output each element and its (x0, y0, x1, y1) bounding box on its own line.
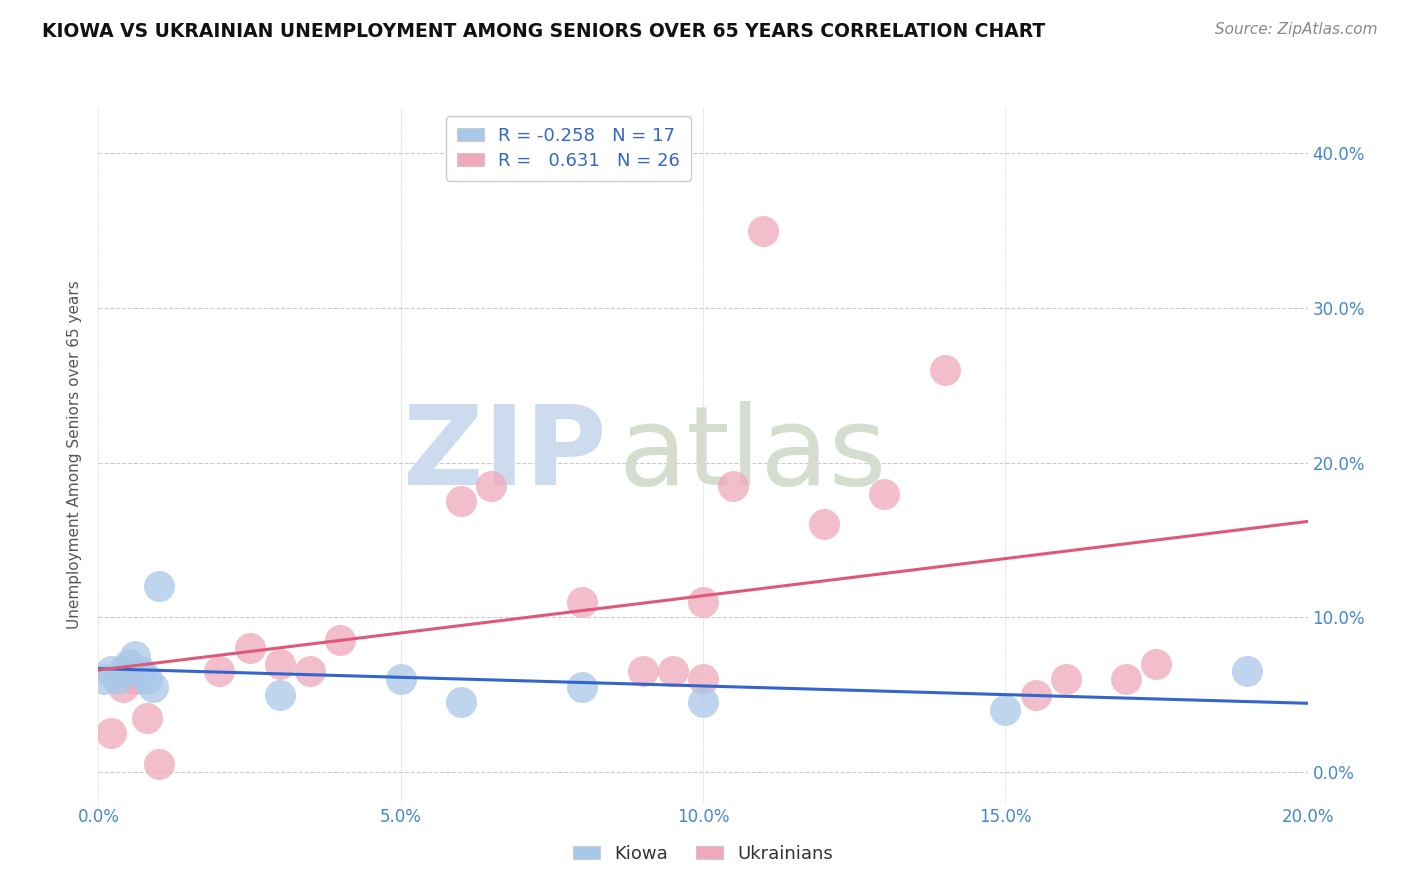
Point (662, 665, 685, 679)
Point (571, 680, 593, 694)
Point (105, 672, 128, 686)
Point (1024, 688, 1046, 702)
Point (148, 757, 170, 772)
Point (135, 672, 157, 686)
Point (389, 672, 412, 686)
Point (124, 648, 146, 663)
Text: atlas: atlas (619, 401, 887, 508)
Point (100, 665, 122, 679)
Point (813, 517, 835, 532)
Point (450, 695, 472, 709)
Text: KIOWA VS UKRAINIAN UNEMPLOYMENT AMONG SENIORS OVER 65 YEARS CORRELATION CHART: KIOWA VS UKRAINIAN UNEMPLOYMENT AMONG SE… (42, 22, 1046, 41)
Point (111, 665, 134, 679)
Point (329, 633, 352, 648)
Point (752, 224, 775, 238)
Point (124, 672, 146, 686)
Point (692, 695, 714, 709)
Point (142, 680, 165, 694)
Point (111, 680, 134, 694)
Point (481, 479, 503, 493)
Point (135, 711, 157, 725)
Point (692, 595, 714, 609)
Point (571, 595, 593, 609)
Point (723, 479, 745, 493)
Point (873, 486, 896, 500)
Legend: Kiowa, Ukrainians: Kiowa, Ukrainians (567, 838, 839, 871)
Text: ZIP: ZIP (404, 401, 606, 508)
Point (148, 579, 170, 593)
Point (934, 363, 956, 377)
Point (118, 657, 141, 671)
Point (93, 672, 115, 686)
Point (1144, 657, 1167, 671)
Point (994, 703, 1017, 717)
Y-axis label: Unemployment Among Seniors over 65 years: Unemployment Among Seniors over 65 years (67, 281, 83, 629)
Point (1054, 672, 1077, 686)
Text: Source: ZipAtlas.com: Source: ZipAtlas.com (1215, 22, 1378, 37)
Point (692, 672, 714, 686)
Point (1236, 665, 1258, 679)
Point (100, 726, 122, 740)
Point (1115, 672, 1137, 686)
Point (269, 657, 291, 671)
Point (239, 641, 262, 656)
Point (299, 665, 322, 679)
Point (208, 665, 231, 679)
Point (129, 665, 152, 679)
Point (269, 688, 291, 702)
Point (450, 494, 472, 508)
Point (631, 665, 654, 679)
